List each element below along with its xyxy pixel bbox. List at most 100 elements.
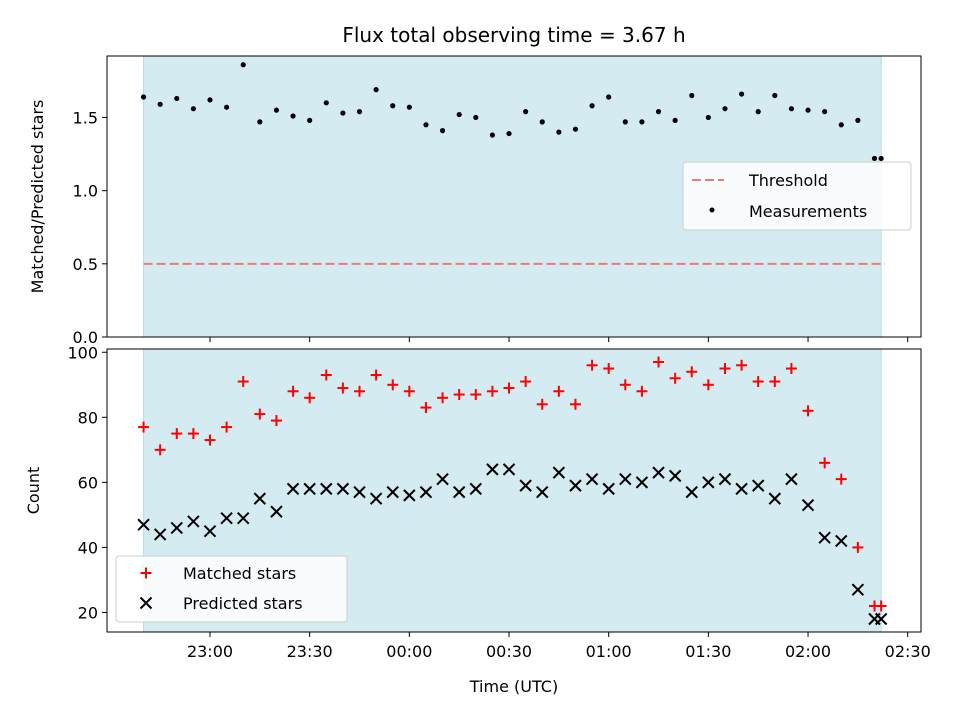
- matched-stars-point: [785, 363, 797, 375]
- predicted-stars-point: [735, 482, 748, 496]
- measurement-point: [689, 92, 695, 99]
- predicted-stars-point: [419, 485, 433, 499]
- predicted-stars-point: [220, 511, 233, 525]
- measurement-point: [556, 129, 562, 135]
- matched-stars-point: [669, 372, 681, 384]
- measurement-point: [606, 94, 612, 100]
- matched-stars-point: [702, 379, 714, 391]
- matched-stars-point: [370, 369, 382, 381]
- predicted-stars-point: [403, 489, 416, 502]
- predicted-stars-point: [552, 466, 566, 479]
- y-tick-label: 60: [78, 473, 98, 492]
- matched-stars-point: [138, 421, 150, 433]
- matched-stars-point: [387, 379, 399, 391]
- predicted-stars-point: [469, 482, 482, 496]
- measurement-point: [838, 122, 844, 128]
- predicted-stars-point: [685, 485, 698, 499]
- x-axis-label: Time (UTC): [469, 677, 558, 696]
- predicted-stars-point: [585, 472, 599, 486]
- measurement-point: [871, 155, 878, 162]
- matched-stars-series: [138, 356, 887, 612]
- measurement-point: [772, 92, 778, 99]
- predicted-stars-point: [801, 498, 815, 512]
- matched-stars-point: [154, 444, 166, 456]
- top-legend-box: [682, 161, 912, 231]
- bottom-legend-box: [115, 555, 348, 623]
- matched-stars-point: [875, 600, 887, 612]
- matched-stars-point: [569, 398, 581, 410]
- predicted-stars-series: [137, 463, 888, 626]
- predicted-stars-point: [569, 479, 582, 492]
- measurement-point: [705, 114, 711, 121]
- bottom-legend: Matched stars Predicted stars: [115, 555, 348, 623]
- x-tick-label: 23:30: [287, 642, 333, 661]
- y-tick-label: 1.0: [73, 182, 98, 201]
- matched-stars-point: [819, 457, 831, 469]
- measurement-point: [655, 109, 662, 115]
- predicted-stars-point: [835, 534, 848, 548]
- x-tick-label: 23:00: [187, 642, 233, 661]
- measurement-point: [473, 114, 479, 121]
- measurement-point: [523, 109, 529, 115]
- measurement-point: [439, 128, 446, 134]
- matched-stars-point: [503, 382, 515, 394]
- matched-stars-point: [736, 359, 748, 371]
- top-chart-panel: 0.0 0.5 1.0 1.5 Flux total observing time =…: [28, 23, 922, 347]
- matched-stars-point: [354, 385, 366, 397]
- measurement-point: [423, 122, 429, 128]
- matched-stars-point: [171, 428, 183, 440]
- predicted-stars-point: [320, 482, 333, 496]
- measurement-point: [822, 109, 828, 115]
- matched-stars-point: [536, 398, 548, 410]
- legend-threshold-label: Threshold: [748, 171, 828, 190]
- matched-stars-point: [852, 541, 864, 553]
- predicted-stars-point: [602, 482, 615, 496]
- top-axes-frame: [106, 55, 922, 338]
- measurement-point: [157, 101, 163, 107]
- predicted-stars-point: [270, 505, 283, 518]
- matched-stars-point: [304, 392, 316, 404]
- predicted-stars-point: [137, 518, 150, 531]
- predicted-stars-point: [436, 472, 449, 486]
- matched-stars-point: [486, 385, 498, 397]
- measurement-point: [323, 100, 329, 106]
- matched-stars-point: [835, 473, 847, 485]
- top-legend: Threshold Measurements: [682, 161, 912, 231]
- predicted-stars-point: [139, 596, 153, 610]
- predicted-stars-point: [851, 583, 865, 596]
- legend-matched-swatch: [140, 567, 152, 579]
- predicted-stars-point: [153, 528, 167, 541]
- matched-stars-point: [603, 363, 615, 375]
- legend-predicted-label: Predicted stars: [183, 594, 303, 613]
- predicted-stars-point: [187, 515, 200, 528]
- measurement-point: [356, 109, 363, 115]
- predicted-stars-point: [237, 511, 250, 525]
- predicted-stars-point: [452, 485, 466, 499]
- predicted-stars-point: [369, 492, 383, 505]
- measurement-point: [373, 87, 379, 93]
- matched-stars-point: [254, 408, 266, 420]
- predicted-stars-point: [668, 469, 682, 483]
- x-tick-label: 01:30: [685, 642, 731, 661]
- y-tick-label: 100: [67, 343, 98, 362]
- matched-stars-point: [752, 376, 764, 388]
- matched-stars-point: [653, 356, 665, 368]
- predicted-stars-point: [718, 472, 732, 486]
- matched-stars-point: [619, 379, 631, 391]
- bottom-axes-frame: [106, 348, 922, 633]
- measurement-point: [722, 106, 728, 112]
- predicted-stars-point: [203, 524, 217, 538]
- y-tick-label: 20: [78, 603, 98, 622]
- predicted-stars-point: [818, 531, 831, 544]
- matched-stars-point: [187, 428, 199, 440]
- top-y-ticks: 0.0 0.5 1.0 1.5: [73, 108, 107, 347]
- y-tick-label: 0.5: [73, 255, 98, 274]
- matched-stars-point: [520, 376, 532, 388]
- bottom-x-ticks: 23:00 23:30 00:00 00:30 01:00 01:30 02:00 02:30: [187, 632, 931, 661]
- measurement-point: [224, 104, 230, 110]
- measurement-point: [257, 119, 263, 125]
- matched-stars-point: [221, 421, 233, 433]
- matched-stars-point: [470, 389, 482, 401]
- chart-title: Flux total observing time = 3.67 h: [342, 23, 685, 47]
